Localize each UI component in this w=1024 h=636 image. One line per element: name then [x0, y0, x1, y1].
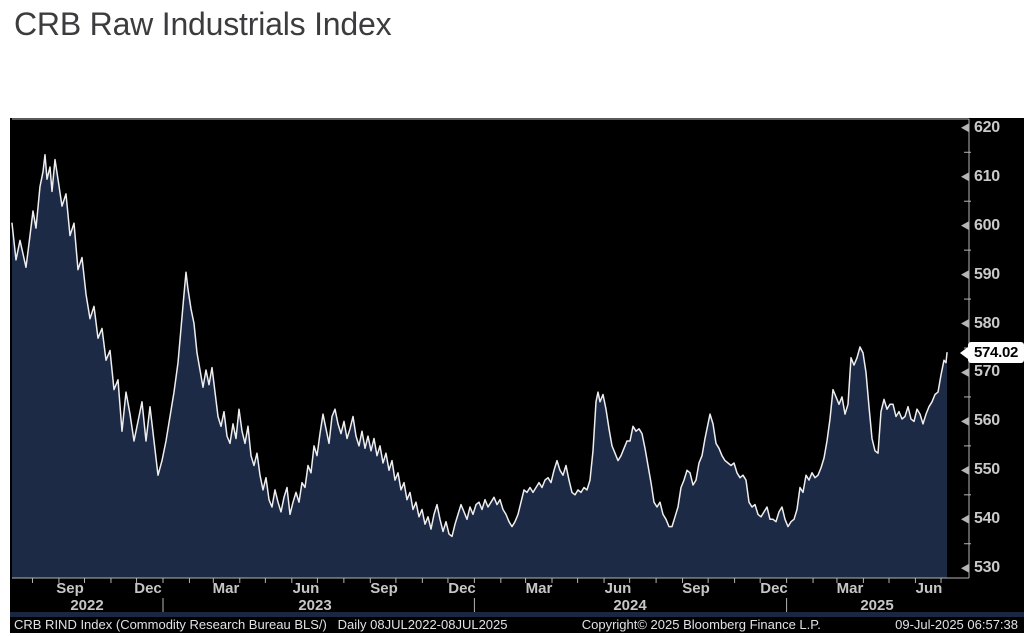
y-axis-label: 530	[974, 559, 1000, 577]
y-axis-label: 550	[974, 461, 1000, 479]
x-axis-month-label: Mar	[836, 580, 864, 597]
security-description: CRB RIND Index (Commodity Research Burea…	[14, 617, 508, 632]
x-axis-month-label: Sep	[370, 580, 398, 597]
y-axis-label: 620	[974, 118, 1000, 136]
x-axis-month-label: Dec	[134, 580, 162, 597]
y-axis-label: 590	[974, 265, 1000, 283]
y-major-tick	[961, 514, 969, 524]
page-title: CRB Raw Industrials Index	[14, 6, 392, 42]
y-major-tick	[961, 172, 969, 182]
last-price-flag: 574.02	[960, 342, 1024, 364]
footer-divider	[10, 612, 1024, 617]
x-axis-month-label: Sep	[56, 580, 84, 597]
copyright-text: Copyright© 2025 Bloomberg Finance L.P.	[581, 617, 821, 632]
y-axis-label: 610	[974, 167, 1000, 185]
timestamp: 09-Jul-2025 06:57:38	[895, 617, 1018, 632]
x-axis-year-label: 2022	[70, 597, 104, 614]
x-axis-month-label: Jun	[292, 580, 320, 597]
y-major-tick	[961, 367, 969, 377]
y-axis-label: 540	[974, 510, 1000, 528]
area-fill	[12, 154, 947, 578]
y-axis-label: 580	[974, 314, 1000, 332]
x-axis-month-label: Mar	[525, 580, 553, 597]
x-axis-month-label: Jun	[915, 580, 943, 597]
y-axis-label: 560	[974, 412, 1000, 430]
x-axis-year-label: 2024	[613, 597, 647, 614]
y-major-tick	[961, 416, 969, 426]
y-major-tick	[961, 270, 969, 280]
x-axis-month-label: Dec	[760, 580, 788, 597]
x-axis-month-label: Sep	[682, 580, 710, 597]
y-major-tick	[961, 465, 969, 475]
y-major-tick	[961, 563, 969, 573]
y-axis-label: 570	[974, 363, 1000, 381]
x-axis-month-label: Dec	[448, 580, 476, 597]
x-axis-month-label: Mar	[212, 580, 240, 597]
price-line	[11, 153, 948, 538]
last-price-value: 574.02	[973, 344, 1019, 362]
y-major-tick	[961, 221, 969, 231]
x-axis-year-label: 2023	[298, 597, 332, 614]
plot-svg	[11, 118, 971, 614]
x-axis-month-label: Jun	[604, 580, 632, 597]
x-axis-year-label: 2025	[860, 597, 894, 614]
price-chart: 574.02 CRB RIND Index (Commodity Researc…	[10, 118, 1024, 633]
status-bar: CRB RIND Index (Commodity Research Burea…	[10, 617, 1024, 632]
y-axis-label: 600	[974, 216, 1000, 234]
y-major-tick	[961, 123, 969, 133]
y-major-tick	[961, 319, 969, 329]
